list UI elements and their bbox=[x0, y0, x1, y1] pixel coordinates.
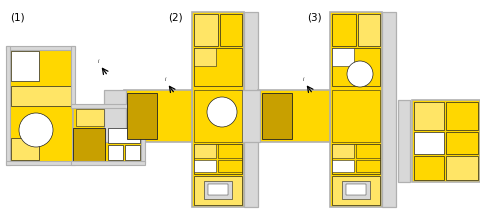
Circle shape bbox=[347, 61, 373, 87]
Bar bbox=[6, 46, 75, 50]
Text: (1): (1) bbox=[10, 12, 24, 22]
Bar bbox=[6, 46, 10, 165]
Bar bbox=[258, 90, 330, 142]
Bar bbox=[194, 90, 242, 142]
Bar bbox=[194, 144, 216, 158]
Bar bbox=[11, 51, 39, 81]
Bar bbox=[330, 12, 382, 207]
Bar bbox=[332, 48, 354, 66]
Bar bbox=[446, 102, 478, 130]
Bar bbox=[73, 106, 143, 163]
Circle shape bbox=[19, 113, 53, 147]
Bar bbox=[238, 90, 260, 142]
Text: (2): (2) bbox=[168, 12, 182, 22]
Bar bbox=[414, 156, 444, 180]
Bar bbox=[412, 100, 480, 182]
Bar bbox=[342, 181, 370, 199]
Bar bbox=[346, 184, 366, 195]
Circle shape bbox=[207, 97, 237, 127]
Bar bbox=[73, 128, 105, 163]
Bar bbox=[194, 144, 242, 174]
Bar bbox=[194, 48, 242, 86]
Bar bbox=[71, 104, 145, 108]
Bar bbox=[244, 12, 258, 207]
Bar bbox=[125, 145, 140, 160]
Bar bbox=[194, 48, 216, 66]
Bar bbox=[446, 132, 478, 154]
Bar bbox=[194, 176, 242, 205]
Bar bbox=[218, 144, 242, 158]
Bar bbox=[218, 160, 242, 172]
Bar bbox=[262, 93, 292, 139]
Bar bbox=[208, 184, 228, 195]
Bar bbox=[71, 46, 75, 108]
Bar bbox=[124, 90, 192, 142]
Bar bbox=[356, 160, 380, 172]
Bar bbox=[332, 14, 356, 46]
Bar bbox=[192, 12, 244, 207]
Bar bbox=[332, 48, 380, 86]
Text: (3): (3) bbox=[307, 12, 322, 22]
Bar bbox=[127, 93, 157, 139]
Bar bbox=[194, 160, 216, 172]
Bar bbox=[204, 181, 232, 199]
Bar bbox=[6, 161, 75, 165]
Bar bbox=[446, 156, 478, 180]
Bar bbox=[141, 104, 145, 163]
Bar bbox=[358, 14, 380, 46]
Text: i: i bbox=[165, 77, 167, 82]
Bar bbox=[332, 144, 380, 174]
Text: i: i bbox=[98, 59, 100, 64]
Bar bbox=[332, 176, 380, 205]
Bar bbox=[414, 102, 444, 130]
Bar bbox=[108, 128, 140, 143]
Bar bbox=[76, 109, 104, 126]
Bar bbox=[332, 160, 354, 172]
Bar bbox=[332, 90, 380, 142]
Bar bbox=[11, 86, 71, 106]
Text: i: i bbox=[303, 77, 305, 82]
Bar bbox=[71, 161, 145, 165]
Bar bbox=[220, 14, 242, 46]
Bar bbox=[194, 14, 218, 46]
Bar bbox=[356, 144, 380, 158]
Bar bbox=[11, 138, 39, 160]
Bar bbox=[108, 145, 123, 160]
Bar bbox=[8, 48, 73, 163]
Bar bbox=[104, 90, 126, 142]
Bar bbox=[332, 144, 354, 158]
Bar bbox=[382, 12, 396, 207]
Bar bbox=[414, 132, 444, 154]
Bar bbox=[398, 100, 410, 182]
